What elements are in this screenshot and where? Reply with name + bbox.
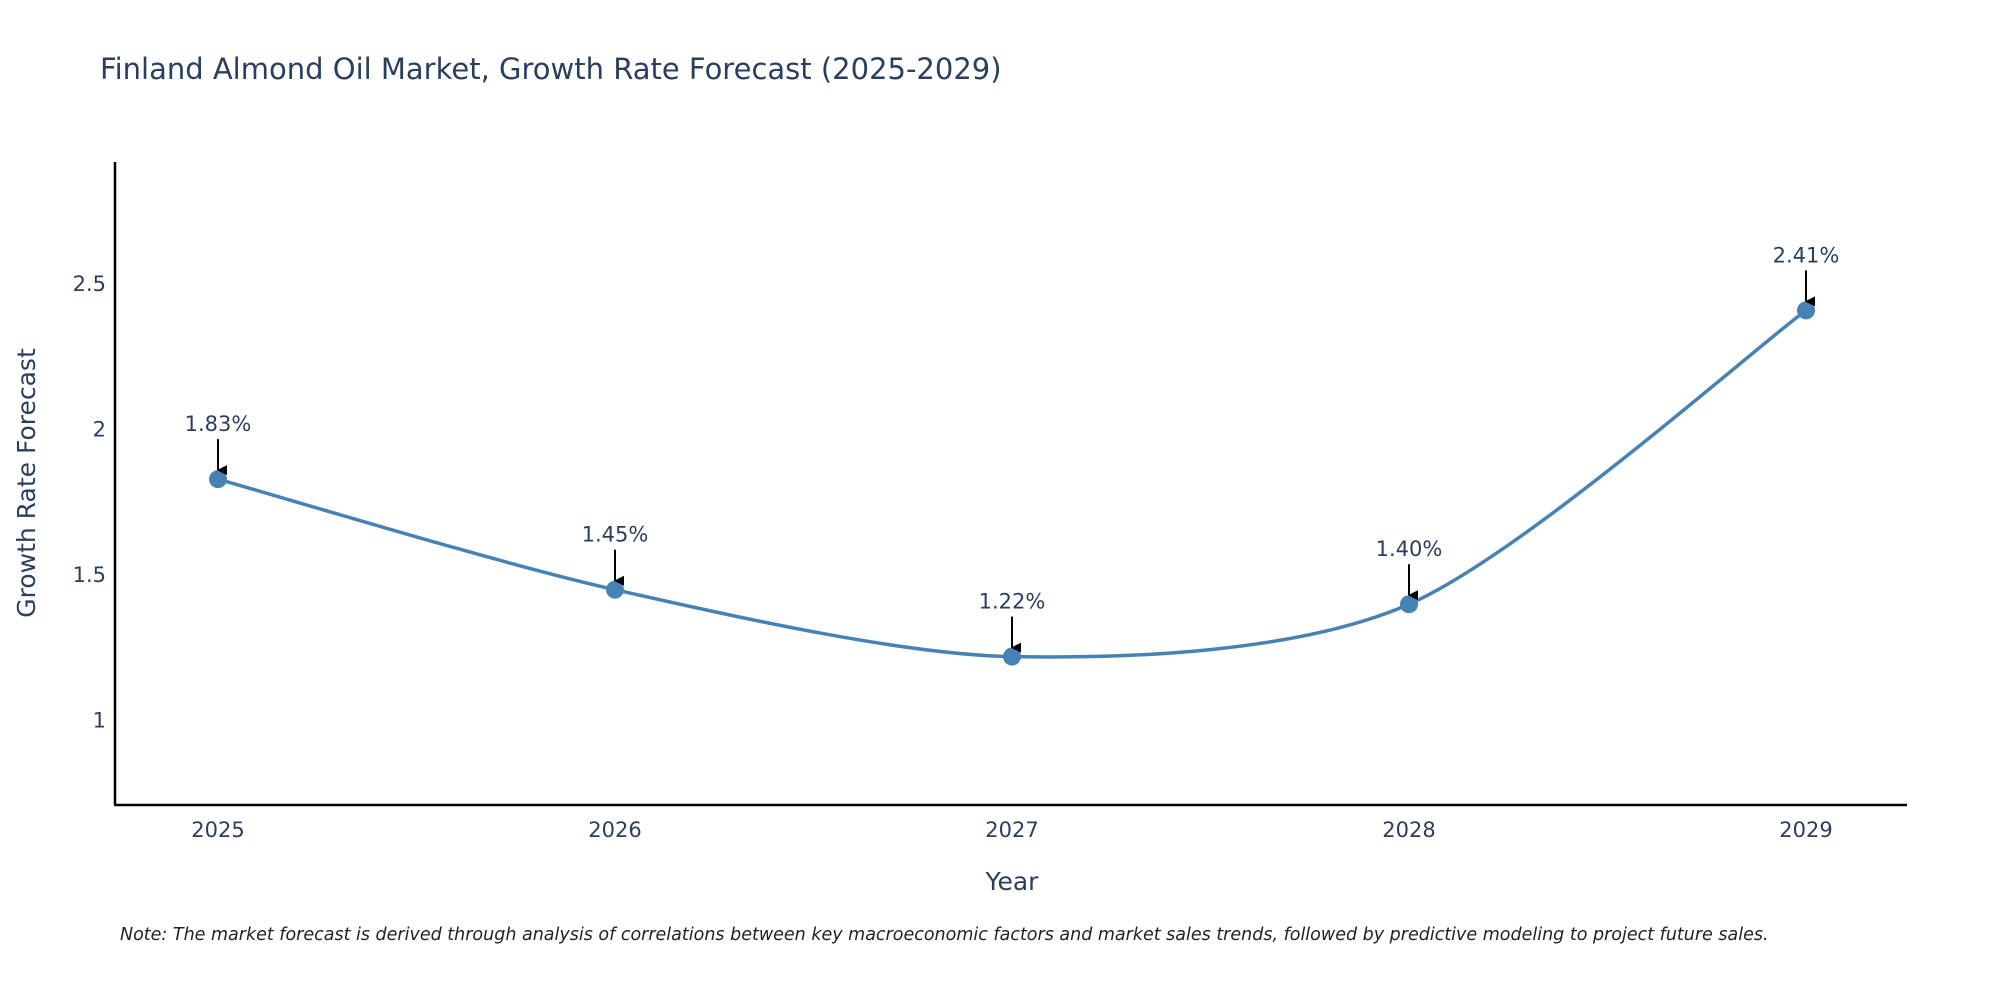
- x-tick-label: 2025: [191, 818, 244, 842]
- x-tick-label: 2027: [985, 818, 1038, 842]
- x-axis-title: Year: [985, 867, 1040, 896]
- y-tick-label: 2: [93, 418, 106, 442]
- y-tick-label: 1.5: [73, 563, 106, 587]
- forecast-note: Note: The market forecast is derived thr…: [120, 925, 1769, 945]
- x-tick-label: 2026: [588, 818, 641, 842]
- chart-title: Finland Almond Oil Market, Growth Rate F…: [100, 52, 1002, 86]
- x-tick-label: 2028: [1382, 818, 1435, 842]
- data-label: 2.41%: [1773, 243, 1840, 267]
- data-point: [1797, 301, 1815, 320]
- data-point: [1400, 595, 1418, 614]
- y-tick-label: 1: [93, 709, 106, 733]
- data-label: 1.83%: [185, 412, 252, 436]
- data-annotations: 1.83% 1.45% 1.22% 1.40% 2.41%: [185, 243, 1840, 653]
- data-label: 1.40%: [1376, 537, 1443, 561]
- y-axis-title: Growth Rate Forecast: [12, 348, 41, 618]
- data-point: [606, 580, 624, 599]
- x-axis-ticks: 2025 2026 2027 2028 2029: [191, 818, 1832, 842]
- y-axis-ticks: 1 1.5 2 2.5: [73, 272, 106, 732]
- y-tick-label: 2.5: [73, 272, 106, 296]
- data-point: [1003, 647, 1021, 666]
- x-tick-label: 2029: [1779, 818, 1832, 842]
- data-label: 1.22%: [979, 590, 1046, 614]
- data-point: [209, 470, 227, 489]
- data-label: 1.45%: [582, 523, 649, 547]
